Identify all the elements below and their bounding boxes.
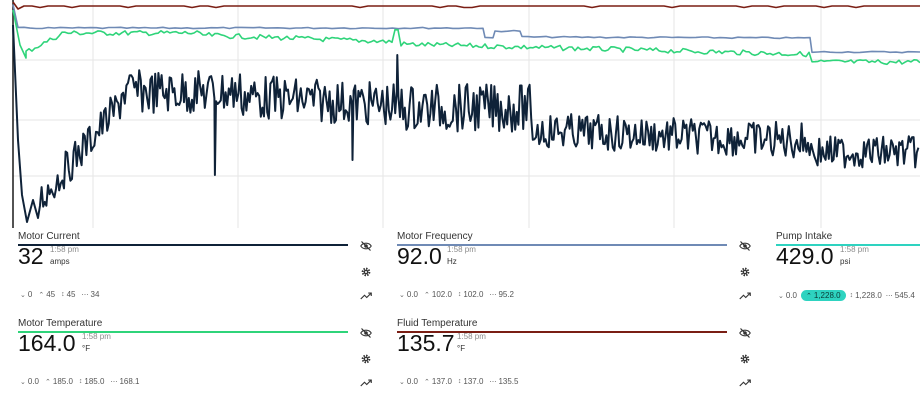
up-down-icon: ↕	[78, 378, 83, 385]
card-stats: ⌄ 0 ⌃ 45 ↕ 45 ⋯ 34	[20, 290, 99, 299]
stat-last: ↕ 185.0	[78, 377, 105, 386]
series-line-motor-temperature	[12, 9, 920, 66]
chevron-up-icon: ⌃	[45, 378, 51, 386]
card-time: 1:58 pm	[457, 332, 486, 341]
card-unit: Hz	[447, 257, 457, 266]
card-time: 1:58 pm	[447, 245, 476, 254]
eye-slash-icon[interactable]	[739, 327, 751, 339]
card-pump-intake: Pump Intake 429.0 1:58 pm psi ⌄ 0.0 ⌃ 1,22…	[776, 231, 920, 307]
card-title: Pump Intake	[776, 231, 833, 242]
stat-max: ⌃ 102.0	[424, 290, 452, 299]
stat-avg: ⋯ 545.4	[885, 291, 915, 300]
card-accent-line	[18, 331, 348, 333]
card-stats: ⌄ 0.0 ⌃ 185.0 ↕ 185.0 ⋯ 168.1	[20, 377, 139, 386]
card-unit: amps	[50, 257, 70, 266]
card-value: 429.0	[776, 243, 834, 269]
chevron-down-icon: ⌄	[20, 291, 26, 299]
up-down-icon: ↕	[61, 291, 65, 298]
chart-grid	[13, 0, 920, 228]
card-value: 135.7	[397, 330, 455, 356]
stat-avg: ⋯ 135.5	[489, 377, 519, 386]
stat-avg: ⋯ 168.1	[110, 377, 140, 386]
card-time: 1:58 pm	[840, 245, 869, 254]
stat-last: ↕ 1,228.0	[849, 291, 882, 300]
stat-avg: ⋯ 34	[81, 290, 100, 299]
stat-min: ⌄ 0.0	[399, 290, 418, 299]
card-title: Motor Temperature	[18, 318, 103, 329]
card-motor-frequency: Motor Frequency 92.0 1:58 pm Hz ⌄ 0.0 ⌃ 10…	[397, 231, 753, 307]
card-stats: ⌄ 0.0 ⌃ 137.0 ↕ 137.0 ⋯ 135.5	[399, 377, 518, 386]
card-fluid-temperature: Fluid Temperature 135.7 1:58 pm °F ⌄ 0.0 …	[397, 318, 753, 394]
card-time: 1:58 pm	[82, 332, 111, 341]
card-stats: ⌄ 0.0 ⌃ 1,228.0 ↕ 1,228.0 ⋯ 545.4	[778, 290, 915, 301]
dash-icon: ⋯	[489, 291, 497, 299]
card-motor-temperature: Motor Temperature 164.0 1:58 pm °F ⌄ 0.0 …	[18, 318, 374, 394]
card-title: Motor Current	[18, 231, 80, 242]
gear-icon[interactable]	[360, 353, 372, 365]
trend-icon[interactable]	[739, 290, 751, 302]
chevron-down-icon: ⌄	[20, 378, 26, 386]
trend-icon[interactable]	[360, 290, 372, 302]
gear-icon[interactable]	[739, 353, 751, 365]
stat-max: ⌃ 137.0	[424, 377, 452, 386]
stat-avg: ⋯ 95.2	[489, 290, 515, 299]
dash-icon: ⋯	[489, 378, 497, 386]
chevron-up-icon: ⌃	[806, 292, 812, 300]
chevron-up-icon: ⌃	[424, 378, 430, 386]
stat-max: ⌃ 45	[38, 290, 56, 299]
trend-icon[interactable]	[739, 377, 751, 389]
gear-icon[interactable]	[739, 266, 751, 278]
series-line-fluid-temperature	[12, 1, 920, 10]
card-accent-line	[397, 331, 727, 333]
series-line-motor-current	[12, 24, 920, 223]
chevron-down-icon: ⌄	[399, 291, 405, 299]
card-unit: psi	[840, 257, 851, 266]
chart-series[interactable]	[12, 1, 920, 223]
card-unit: °F	[82, 344, 91, 353]
stat-last: ↕ 102.0	[457, 290, 484, 299]
up-down-icon: ↕	[457, 378, 462, 385]
gear-icon[interactable]	[360, 266, 372, 278]
card-time: 1:58 pm	[50, 245, 79, 254]
chevron-down-icon: ⌄	[778, 292, 784, 300]
dash-icon: ⋯	[81, 291, 89, 299]
card-accent-line	[776, 244, 920, 246]
card-unit: °F	[457, 344, 466, 353]
dash-icon: ⋯	[110, 378, 118, 386]
stat-min: ⌄ 0	[20, 290, 33, 299]
stat-max[interactable]: ⌃ 1,228.0	[801, 290, 846, 301]
eye-slash-icon[interactable]	[360, 240, 372, 252]
chevron-up-icon: ⌃	[424, 291, 430, 299]
chevron-down-icon: ⌄	[399, 378, 405, 386]
card-value: 92.0	[397, 243, 442, 269]
card-accent-line	[18, 244, 348, 246]
series-line-motor-frequency	[12, 4, 920, 54]
stat-min: ⌄ 0.0	[20, 377, 39, 386]
dash-icon: ⋯	[885, 292, 893, 300]
eye-slash-icon[interactable]	[360, 327, 372, 339]
stat-min: ⌄ 0.0	[778, 291, 797, 300]
chevron-up-icon: ⌃	[38, 291, 45, 299]
stat-last: ↕ 137.0	[457, 377, 484, 386]
card-title: Motor Frequency	[397, 231, 473, 242]
trend-chart[interactable]	[0, 0, 920, 228]
card-value: 164.0	[18, 330, 76, 356]
up-down-icon: ↕	[457, 291, 462, 298]
trend-icon[interactable]	[360, 377, 372, 389]
eye-slash-icon[interactable]	[739, 240, 751, 252]
card-motor-current: Motor Current 32 1:58 pm amps ⌄ 0 ⌃ 45 ↕ 45…	[18, 231, 374, 307]
card-title: Fluid Temperature	[397, 318, 478, 329]
stat-max: ⌃ 185.0	[45, 377, 73, 386]
card-stats: ⌄ 0.0 ⌃ 102.0 ↕ 102.0 ⋯ 95.2	[399, 290, 514, 299]
card-accent-line	[397, 244, 727, 246]
stat-min: ⌄ 0.0	[399, 377, 418, 386]
up-down-icon: ↕	[849, 292, 854, 299]
stat-last: ↕ 45	[61, 290, 76, 299]
card-value: 32	[18, 243, 44, 269]
